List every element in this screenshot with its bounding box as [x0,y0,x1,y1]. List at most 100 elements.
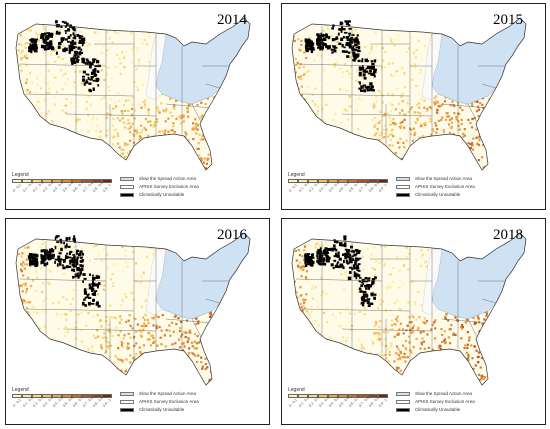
map-panel-2018: 2018 Legend 0 - 0.1 0.1 - 0.2 0.2 - 0.3 0.3 -… [281,218,546,425]
us-map [15,232,251,386]
ramp-tick-label: 0.2 - 0.3 [308,180,320,193]
stsaa-area [155,232,251,320]
unsuitable-layer [28,235,101,308]
ramp-tick-label: 0.7 - 0.8 [358,180,370,193]
legend-unsuitable-label: Climatically Unsuitable [415,407,461,412]
ramp-tick-label: 0.1 - 0.2 [298,395,310,408]
ramp-swatch [338,179,348,183]
ramp-swatch [92,179,102,183]
legend-unsuitable: Climatically Unsuitable [396,192,460,197]
ramp-swatch [308,179,318,183]
state-borders [295,26,506,146]
unsuitable-layer [304,20,377,93]
ramp-tick-labels: 0 - 0.1 0.1 - 0.2 0.2 - 0.3 0.3 - 0.4 0.4 - … [288,180,388,194]
legend-unsuitable-label: Climatically Unsuitable [415,192,461,197]
state-borders [19,241,230,361]
state-borders [19,26,230,146]
stsaa-area [431,17,527,105]
ramp-swatch [62,179,72,183]
year-label: 2018 [493,227,523,243]
map-legend: Legend 0 - 0.1 0.1 - 0.2 0.2 - 0.3 0.3 - 0.4… [288,172,538,204]
map-legend: Legend 0 - 0.1 0.1 - 0.2 0.2 - 0.3 0.3 - 0.4… [288,387,538,419]
ramp-swatch [378,394,388,398]
legend-stsaa: Slow the Spread Action Area [396,391,472,396]
ramp-tick-label: 0.1 - 0.2 [22,180,34,193]
ramp-swatch [32,179,42,183]
map-panel-2015: 2015 Legend 0 - 0.1 0.1 - 0.2 0.2 - 0.3 0.3 -… [281,3,546,210]
year-label: 2016 [217,227,247,243]
ramp-tick-label: 0.7 - 0.8 [82,180,94,193]
ramp-tick-label: 0.8 - 0.9 [368,395,380,408]
legend-title: Legend [288,172,305,178]
legend-title: Legend [288,387,305,393]
ramp-tick-label: 0.5 - 0.6 [338,180,350,193]
legend-stsaa: Slow the Spread Action Area [120,176,196,181]
ramp-tick-label: 0.1 - 0.2 [22,395,34,408]
ramp-swatch [82,394,92,398]
legend-stsaa: Slow the Spread Action Area [120,391,196,396]
legend-aphis-label: APHIS Survey Exclusion Area [139,184,199,189]
year-label: 2014 [217,12,247,28]
ramp-tick-label: 0 - 0.1 [12,397,22,408]
map-panel-2016: 2016 Legend 0 - 0.1 0.1 - 0.2 0.2 - 0.3 0.3 -… [5,218,270,425]
ramp-swatch [22,179,32,183]
ramp-swatch [62,394,72,398]
ramp-swatch [72,394,82,398]
ramp-tick-labels: 0 - 0.1 0.1 - 0.2 0.2 - 0.3 0.3 - 0.4 0.4 - … [12,180,112,194]
ramp-tick-label: 0.8 - 0.9 [368,180,380,193]
state-borders [295,241,506,361]
ramp-tick-label: 0 - 0.1 [288,182,298,193]
legend-aphis: APHIS Survey Exclusion Area [396,399,475,404]
ramp-swatch [288,179,298,183]
ramp-swatch [348,394,358,398]
ramp-tick-label: 0.6 - 0.7 [348,180,360,193]
ramp-tick-label: 0.5 - 0.6 [62,180,74,193]
legend-unsuitable: Climatically Unsuitable [396,407,460,412]
suitability-ramp [12,394,112,398]
ramp-tick-label: 0.5 - 0.6 [62,395,74,408]
legend-aphis: APHIS Survey Exclusion Area [120,184,199,189]
legend-aphis: APHIS Survey Exclusion Area [396,184,475,189]
ramp-tick-label: 0.3 - 0.4 [42,395,54,408]
ramp-tick-label: 0 - 0.1 [12,182,22,193]
ramp-tick-label: 0.7 - 0.8 [358,395,370,408]
ramp-swatch [308,394,318,398]
ramp-swatch [12,394,22,398]
ramp-swatch [102,179,112,183]
ramp-swatch [358,394,368,398]
ramp-tick-labels: 0 - 0.1 0.1 - 0.2 0.2 - 0.3 0.3 - 0.4 0.4 - … [288,395,388,409]
ramp-tick-label: 0.8 - 0.9 [92,395,104,408]
ramp-swatch [368,179,378,183]
legend-stsaa: Slow the Spread Action Area [396,176,472,181]
ramp-tick-label: 0.9 - 1 [102,397,112,408]
ramp-tick-label: 0.6 - 0.7 [348,395,360,408]
ramp-swatch [368,394,378,398]
map-legend: Legend 0 - 0.1 0.1 - 0.2 0.2 - 0.3 0.3 - 0.4… [12,387,262,419]
ramp-tick-label: 0 - 0.1 [288,397,298,408]
ramp-tick-labels: 0 - 0.1 0.1 - 0.2 0.2 - 0.3 0.3 - 0.4 0.4 - … [12,395,112,409]
legend-unsuitable: Climatically Unsuitable [120,407,184,412]
legend-unsuitable: Climatically Unsuitable [120,192,184,197]
ramp-tick-label: 0.4 - 0.5 [328,180,340,193]
ramp-tick-label: 0.4 - 0.5 [52,180,64,193]
ramp-swatch [348,179,358,183]
ramp-tick-label: 0.9 - 1 [102,182,112,193]
stsaa-area [155,17,251,105]
ramp-swatch [298,394,308,398]
stsaa-area [431,232,527,320]
us-outline [291,232,527,386]
ramp-tick-label: 0.2 - 0.3 [308,395,320,408]
legend-stsaa-label: Slow the Spread Action Area [139,391,197,396]
ramp-tick-label: 0.1 - 0.2 [298,180,310,193]
ramp-tick-label: 0.6 - 0.7 [72,180,84,193]
legend-aphis: APHIS Survey Exclusion Area [120,399,199,404]
ramp-tick-label: 0.9 - 1 [378,397,388,408]
ramp-tick-label: 0.3 - 0.4 [42,180,54,193]
ramp-tick-label: 0.9 - 1 [378,182,388,193]
ramp-swatch [32,394,42,398]
ramp-swatch [298,179,308,183]
ramp-swatch [52,394,62,398]
unsuitable-layer [304,235,377,308]
ramp-swatch [22,394,32,398]
us-outline [15,17,251,171]
